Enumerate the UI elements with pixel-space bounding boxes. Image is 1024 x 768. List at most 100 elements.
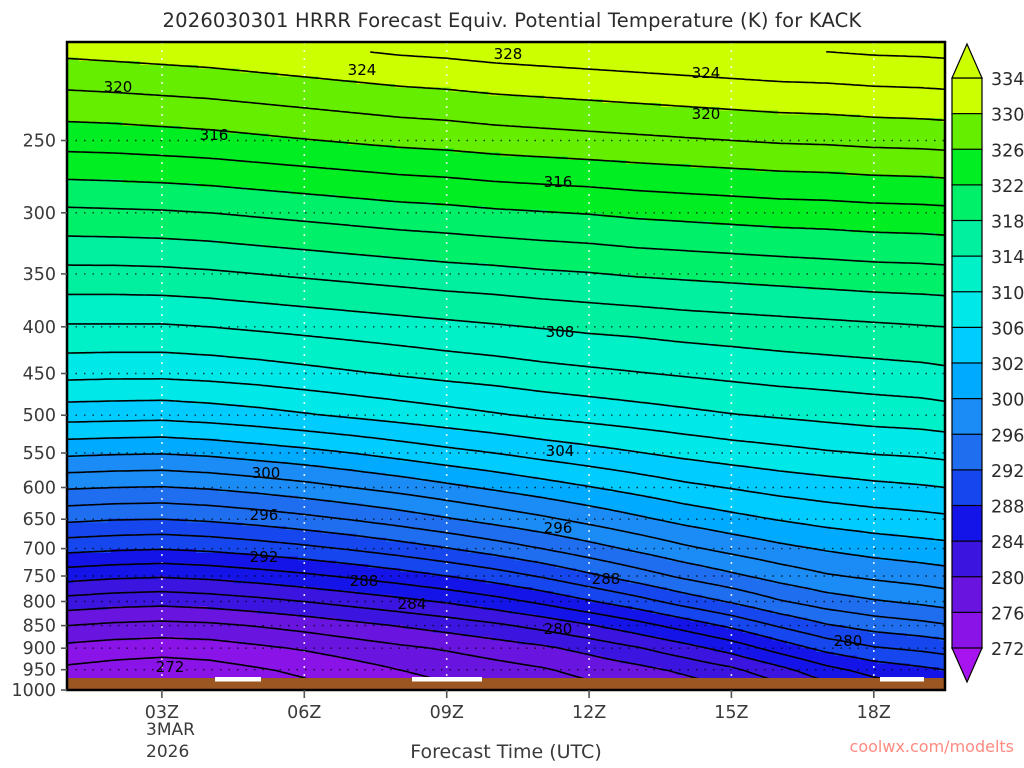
contour-fill-cell <box>623 102 627 161</box>
contour-fill-cell <box>125 125 130 184</box>
contour-fill-cell <box>587 571 592 600</box>
contour-fill-cell <box>251 442 255 462</box>
contour-fill-cell <box>128 293 132 352</box>
contour-fill-cell <box>143 42 147 66</box>
contour-fill-cell <box>476 385 481 432</box>
contour-fill-cell <box>151 548 156 581</box>
contour-fill-cell <box>669 617 674 642</box>
contour-fill-cell <box>775 613 779 642</box>
contour-fill-cell <box>625 42 630 104</box>
contour-fill-cell <box>687 106 691 165</box>
contour-fill-cell <box>693 644 697 680</box>
contour-fill-cell <box>93 579 97 611</box>
contour-fill-cell <box>330 308 334 371</box>
contour-fill-cell <box>798 285 803 356</box>
contour-fill-cell <box>500 640 504 690</box>
contour-fill-cell <box>488 472 492 489</box>
contour-fill-cell <box>549 564 554 592</box>
contour-fill-cell <box>99 42 103 62</box>
contour-fill-cell <box>90 609 94 642</box>
contour-fill-cell <box>90 438 94 455</box>
contour-fill-cell <box>731 571 735 603</box>
contour-fill-cell <box>116 42 121 62</box>
contour-fill-cell <box>456 548 460 577</box>
contour-fill-cell <box>315 499 320 531</box>
contour-fill-cell <box>520 388 525 440</box>
contour-fill-cell <box>825 526 829 554</box>
contour-fill-cell <box>119 350 124 401</box>
contour-fill-cell <box>105 400 109 440</box>
contour-fill-cell <box>146 293 150 352</box>
colorbar-tick-label: 300 <box>991 391 1024 411</box>
contour-fill-cell <box>763 42 768 112</box>
contour-fill-cell <box>72 438 77 459</box>
contour-fill-cell <box>154 438 159 455</box>
contour-fill-cell <box>213 42 217 70</box>
contour-fill-cell <box>883 426 888 481</box>
contour-fill-cell <box>394 42 399 89</box>
contour-fill-cell <box>898 663 902 690</box>
contour-fill-cell <box>453 632 457 683</box>
contour-fill-cell <box>643 102 648 165</box>
contour-fill-cell <box>435 205 440 264</box>
contour-fill-cell <box>769 110 773 173</box>
contour-fill-cell <box>623 42 627 104</box>
contour-fill-cell <box>400 541 405 573</box>
contour-fill-cell <box>403 259 408 318</box>
contour-fill-cell <box>163 183 168 241</box>
contour-fill-cell <box>362 83 367 146</box>
contour-fill-cell <box>377 507 381 539</box>
contour-fill-cell <box>672 560 677 592</box>
contour-fill-cell <box>880 42 885 119</box>
contour-fill-cell <box>807 548 811 588</box>
contour-fill-cell <box>169 354 173 401</box>
x-tick-label: 18Z <box>857 703 891 723</box>
contour-fill-cell <box>836 423 841 478</box>
contour-fill-cell <box>482 609 487 638</box>
contour-fill-cell <box>362 42 367 85</box>
contour-fill-cell <box>778 419 782 474</box>
contour-fill-cell <box>201 552 206 581</box>
contour-fill-cell <box>312 415 317 451</box>
contour-fill-cell <box>731 533 735 573</box>
contour-fill-cell <box>99 640 103 690</box>
contour-fill-cell <box>786 42 791 116</box>
contour-fill-cell <box>801 472 806 523</box>
contour-fill-cell <box>263 613 267 645</box>
contour-fill-cell <box>590 99 595 161</box>
contour-fill-cell <box>681 407 686 459</box>
contour-fill-cell <box>125 293 130 352</box>
gridline-layer <box>67 42 945 690</box>
contour-fill-cell <box>646 221 651 279</box>
contour-fill-cell <box>371 625 375 664</box>
contour-fill-cell <box>90 522 94 554</box>
contour-fill-cell <box>520 438 525 478</box>
contour-fill-cell <box>473 42 478 93</box>
contour-fill-cell <box>939 640 943 672</box>
contour-fill-cell <box>851 175 855 234</box>
contour-fill-cell <box>254 407 258 443</box>
contour-fill-cell <box>936 179 940 237</box>
contour-fill-cell <box>110 122 115 180</box>
contour-fill-cell <box>529 42 533 96</box>
contour-fill-cell <box>789 522 794 546</box>
contour-fill-cell <box>476 636 481 690</box>
contour-fill-cell <box>146 236 150 295</box>
contour-fill-cell <box>456 381 460 432</box>
contour-fill-cell <box>506 434 510 474</box>
colorbar-swatch <box>951 219 983 258</box>
contour-fill-cell <box>479 42 484 93</box>
contour-fill-cell <box>400 461 405 478</box>
contour-fill-cell <box>143 64 147 127</box>
surface-gap <box>412 677 482 682</box>
contour-fill-cell <box>658 499 662 520</box>
contour-fill-cell <box>397 259 402 318</box>
contour-fill-cell <box>895 42 899 119</box>
contour-fill-cell <box>479 205 484 264</box>
contour-fill-cell <box>301 465 305 501</box>
contour-fill-cell <box>877 533 882 558</box>
contour-fill-cell <box>655 499 659 520</box>
contour-fill-cell <box>96 438 100 455</box>
contour-fill-cell <box>552 99 557 157</box>
contour-fill-cell <box>105 640 109 690</box>
